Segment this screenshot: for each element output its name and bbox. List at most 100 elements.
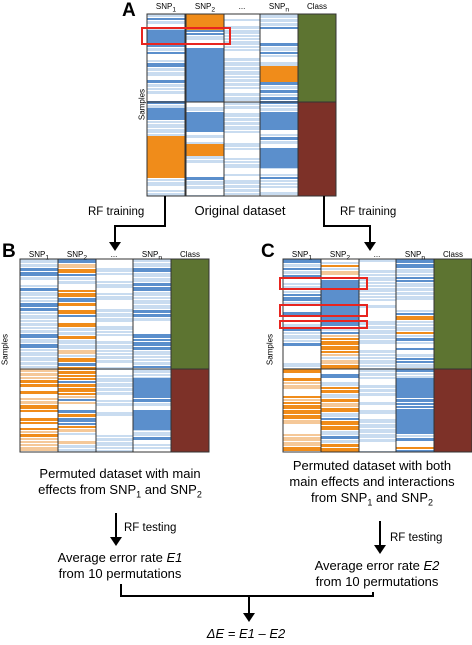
c-dots-col-stripe (359, 340, 396, 344)
a-snp2-orange-block (186, 14, 224, 30)
c-snp1-lower-stripe (283, 405, 321, 409)
c-dots-col-stripe (359, 285, 396, 287)
a-dots-col-stripe (224, 189, 260, 192)
a-snp1-blue-block (147, 30, 185, 45)
b-class-red (171, 369, 209, 452)
c-snpn-blue-block (396, 410, 434, 432)
arrow-rf-training-right-head (364, 242, 376, 251)
b-class-green (171, 259, 209, 369)
a-snp1-stripe (147, 18, 185, 20)
a-snpn-stripe (260, 82, 298, 85)
c-snp2-stripe (321, 360, 359, 364)
bracket-combine (120, 584, 374, 597)
b-snp1-lower-stripe (20, 369, 58, 372)
b-snp1-lower-stripe (20, 434, 58, 437)
a-dots-col-stripe (224, 35, 260, 37)
b-snp1-lower-stripe (20, 428, 58, 430)
a-snp1-stripe (147, 91, 185, 94)
b-snp2-stripe (58, 381, 96, 383)
original-dataset-label: Original dataset (194, 203, 286, 218)
b-col-dots: ... (110, 250, 118, 259)
a-dots-col-stripe (224, 158, 260, 160)
b-snp2-stripe (58, 345, 96, 349)
c-highlight-box (279, 304, 368, 317)
b-snpn-stripe (133, 300, 171, 304)
b-snp1-lower-stripe (20, 418, 58, 421)
a-snpn-stripe (260, 177, 298, 179)
c-snpn-stripe (396, 321, 434, 323)
b-snpn-stripe (133, 369, 171, 373)
b-snpn-blue-block (133, 410, 171, 430)
b-snp1-lower-stripe (20, 444, 58, 446)
a-snp2-orange-block (186, 144, 224, 156)
b-snp1-stripe (20, 327, 58, 329)
b-dots-col-stripe (96, 400, 133, 402)
c-snp2-stripe (321, 403, 359, 407)
b-snpn-stripe (133, 314, 171, 317)
c-dots-col-stripe (359, 419, 396, 423)
arrow-rf-testing-left-head (110, 537, 122, 546)
c-snp2-stripe (321, 351, 359, 353)
c-col-snp1: SNP1 (291, 250, 313, 262)
c-dots-col-stripe (359, 335, 396, 339)
a-snpn-stripe (260, 55, 298, 57)
c-snp1-lower-stripe (283, 385, 321, 389)
a-snp2-bg (186, 14, 224, 196)
b-snp2-stripe (58, 429, 96, 432)
a-dots-col-stripe (224, 83, 260, 86)
c-snpn-stripe (396, 269, 434, 273)
c-snp1-lower-stripe (283, 415, 321, 419)
a-snpn-stripe (260, 105, 298, 107)
b-snpn-stripe (133, 403, 171, 406)
c-snpn-stripe (396, 373, 434, 375)
b-snpn-stripe (133, 444, 171, 446)
b-snp2-stripe (58, 274, 96, 276)
b-snp1-lower-stripe (20, 422, 58, 424)
a-dots-col-stripe (224, 180, 260, 184)
b-snpn-stripe (133, 273, 171, 277)
c-caption-line1: Permuted dataset with both (292, 458, 452, 473)
avg-right-line1: Average error rate E2 (314, 558, 440, 573)
c-snp2-stripe (321, 332, 359, 334)
c-snpn-stripe (396, 274, 434, 276)
b-snp2-stripe (58, 293, 96, 297)
a-snp2-stripe (186, 181, 224, 185)
c-dots-col-stripe (359, 360, 396, 364)
c-snpn-stripe (396, 313, 434, 315)
a-snp1-stripe (147, 129, 185, 133)
a-dots-col-stripe (224, 143, 260, 147)
c-snp2-stripe (321, 271, 359, 275)
c-snp1-stripe (283, 332, 321, 334)
c-snpn-stripe (396, 288, 434, 291)
b-snp2-stripe (58, 388, 96, 392)
c-snp1-lower-stripe (283, 410, 321, 414)
a-snp1-orange-block (147, 136, 185, 178)
c-dots-col-stripe (359, 274, 396, 276)
b-snp1-stripe (20, 330, 58, 333)
a-snp1-stripe (147, 105, 185, 108)
b-snpn-stripe (133, 437, 171, 440)
c-snp2-stripe (321, 413, 359, 417)
b-dots-col-stripe (96, 375, 133, 377)
panel-letter-c: C (261, 241, 275, 262)
b-dots-col-stripe (96, 450, 133, 452)
c-snp2-stripe (321, 394, 359, 398)
arrow-delta-head (243, 613, 255, 622)
b-dots-col-stripe (96, 412, 133, 416)
a-snpn-stripe (260, 97, 298, 100)
a-dots-col-stripe (224, 102, 260, 105)
c-col-class: Class (442, 250, 463, 259)
a-col-frame (297, 13, 337, 197)
b-snp1-stripe (20, 285, 58, 287)
c-col-snp2: SNP2 (329, 250, 351, 262)
a-col-dots: ... (238, 2, 246, 11)
b-snpn-stripe (133, 287, 171, 291)
b-dots-col-stripe (96, 345, 133, 349)
c-snpn-stripe (396, 316, 434, 320)
a-dots-col-stripe (224, 41, 260, 45)
c-class-green (434, 259, 472, 369)
a-snpn-stripe (260, 192, 298, 195)
c-samples-label: Samples (265, 333, 275, 366)
b-snp1-stripe (20, 259, 58, 263)
c-snp1-stripe (283, 275, 321, 278)
